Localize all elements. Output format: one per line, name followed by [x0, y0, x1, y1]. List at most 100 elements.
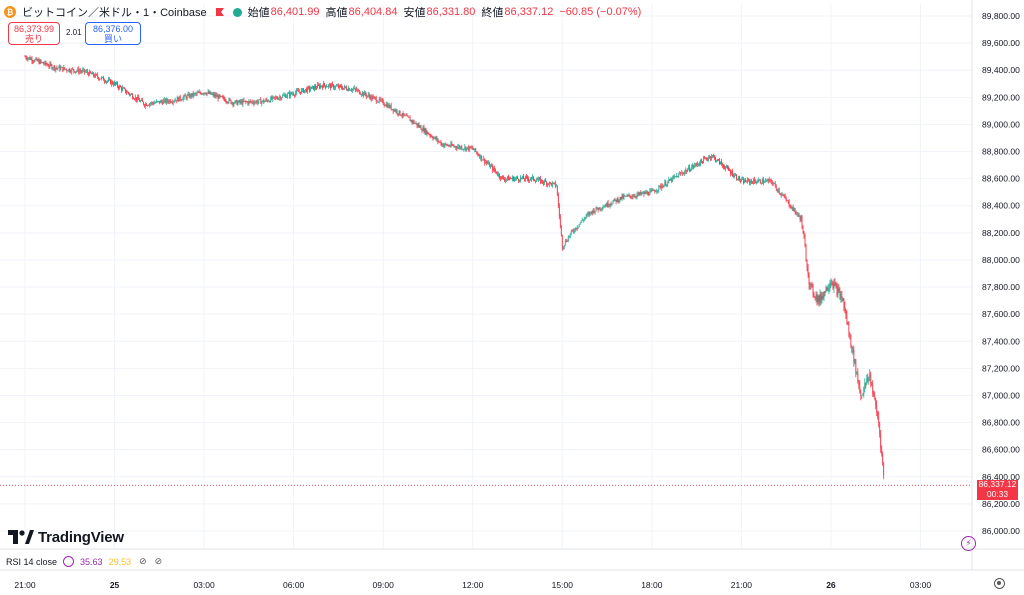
- candle-body: [130, 94, 131, 95]
- candle-body: [141, 99, 142, 101]
- candle-body: [324, 83, 325, 86]
- candle-body: [823, 291, 825, 298]
- candle-body: [318, 84, 319, 86]
- candle-body: [164, 99, 166, 103]
- candle-body: [104, 80, 105, 82]
- sell-button[interactable]: 86,373.99 売り: [8, 22, 60, 45]
- rsi-settings-icon[interactable]: [63, 556, 75, 567]
- candle-body: [39, 60, 41, 64]
- candle-body: [135, 97, 136, 100]
- candle-body: [193, 93, 195, 96]
- candle-body: [447, 145, 449, 146]
- candle-body: [342, 88, 343, 90]
- candle-body: [472, 147, 474, 149]
- candle-body: [402, 113, 404, 116]
- rsi-hidden-icon[interactable]: ⊘: [139, 556, 147, 566]
- rsi-hidden-icon-2[interactable]: ⊘: [154, 556, 163, 566]
- candle-body: [845, 310, 847, 315]
- candle-body: [88, 73, 90, 76]
- candle-body: [330, 84, 331, 88]
- lightning-icon[interactable]: ⚡: [961, 536, 976, 551]
- candle-body: [724, 167, 725, 169]
- candle-body: [226, 101, 228, 103]
- candle-body: [478, 154, 480, 156]
- candle-body: [518, 178, 519, 181]
- candle-body: [44, 61, 46, 64]
- sell-label: 売り: [24, 34, 43, 44]
- candle-body: [662, 186, 664, 188]
- candle-body: [589, 211, 591, 215]
- candle-body: [45, 61, 47, 65]
- candle-body: [265, 99, 267, 102]
- buy-button[interactable]: 86,376.00 買い: [85, 22, 141, 45]
- candle-body: [865, 383, 867, 385]
- tradingview-logo[interactable]: TradingView: [8, 528, 124, 546]
- candle-body: [187, 94, 189, 96]
- candle-body: [867, 378, 869, 381]
- candle-body: [656, 191, 658, 192]
- candle-body: [406, 115, 408, 117]
- candle-body: [211, 94, 213, 95]
- candle-body: [522, 176, 523, 179]
- candle-body: [530, 179, 531, 180]
- candle-body: [396, 110, 398, 114]
- candle-body: [538, 178, 539, 180]
- x-tick-label: 03:00: [193, 580, 215, 590]
- candle-body: [843, 298, 845, 308]
- candle-body: [91, 73, 93, 75]
- candle-body: [358, 90, 360, 94]
- candle-body: [168, 100, 170, 103]
- candle-body: [712, 155, 713, 157]
- candle-body: [285, 95, 287, 98]
- flag-icon[interactable]: [215, 7, 225, 17]
- candle-body: [752, 179, 754, 184]
- candle-body: [387, 104, 389, 108]
- market-status-icon[interactable]: [232, 7, 242, 17]
- candle-body: [240, 101, 242, 103]
- candle-body: [64, 67, 66, 70]
- candle-body: [764, 180, 766, 183]
- candle-body: [772, 183, 774, 185]
- candle-body: [97, 74, 99, 78]
- symbol-title[interactable]: ビットコイン／米ドル・1・Coinbase: [22, 7, 207, 19]
- candle-body: [667, 181, 669, 185]
- candle-body: [202, 93, 204, 95]
- y-tick-label: 87,400.00: [982, 336, 1020, 346]
- candle-body: [295, 92, 297, 96]
- candle-body: [847, 323, 849, 325]
- candle-body: [380, 99, 382, 101]
- candle-body: [695, 163, 697, 166]
- candle-body: [787, 200, 789, 202]
- candle-body: [449, 146, 451, 147]
- candle-body: [555, 185, 557, 187]
- candle-body: [528, 178, 529, 181]
- candle-body: [133, 98, 134, 99]
- candle-body: [793, 208, 795, 211]
- settings-gear-icon[interactable]: [994, 578, 1005, 589]
- tradingview-icon: [8, 530, 34, 544]
- y-tick-label: 86,400.00: [982, 472, 1020, 482]
- candle-body: [229, 99, 231, 101]
- candle-body: [158, 100, 160, 104]
- candle-body: [277, 98, 279, 100]
- candle-body: [395, 110, 397, 112]
- candle-body: [46, 64, 48, 65]
- candle-body: [376, 101, 378, 103]
- candle-body: [268, 101, 270, 102]
- candle-body: [763, 182, 765, 183]
- candle-body: [439, 141, 441, 143]
- candle-body: [618, 200, 620, 202]
- tradingview-logo-text: TradingView: [38, 528, 124, 546]
- candle-body: [414, 123, 416, 124]
- candle-body: [578, 224, 580, 227]
- candle-body: [273, 96, 275, 98]
- candle-body: [557, 194, 559, 206]
- candle-body: [602, 207, 604, 209]
- candle-body: [698, 164, 700, 165]
- candle-body: [69, 69, 71, 72]
- rsi-label[interactable]: RSI 14 close: [6, 556, 58, 567]
- candle-body: [40, 60, 42, 62]
- candle-body: [765, 180, 767, 181]
- candle-body: [857, 372, 859, 382]
